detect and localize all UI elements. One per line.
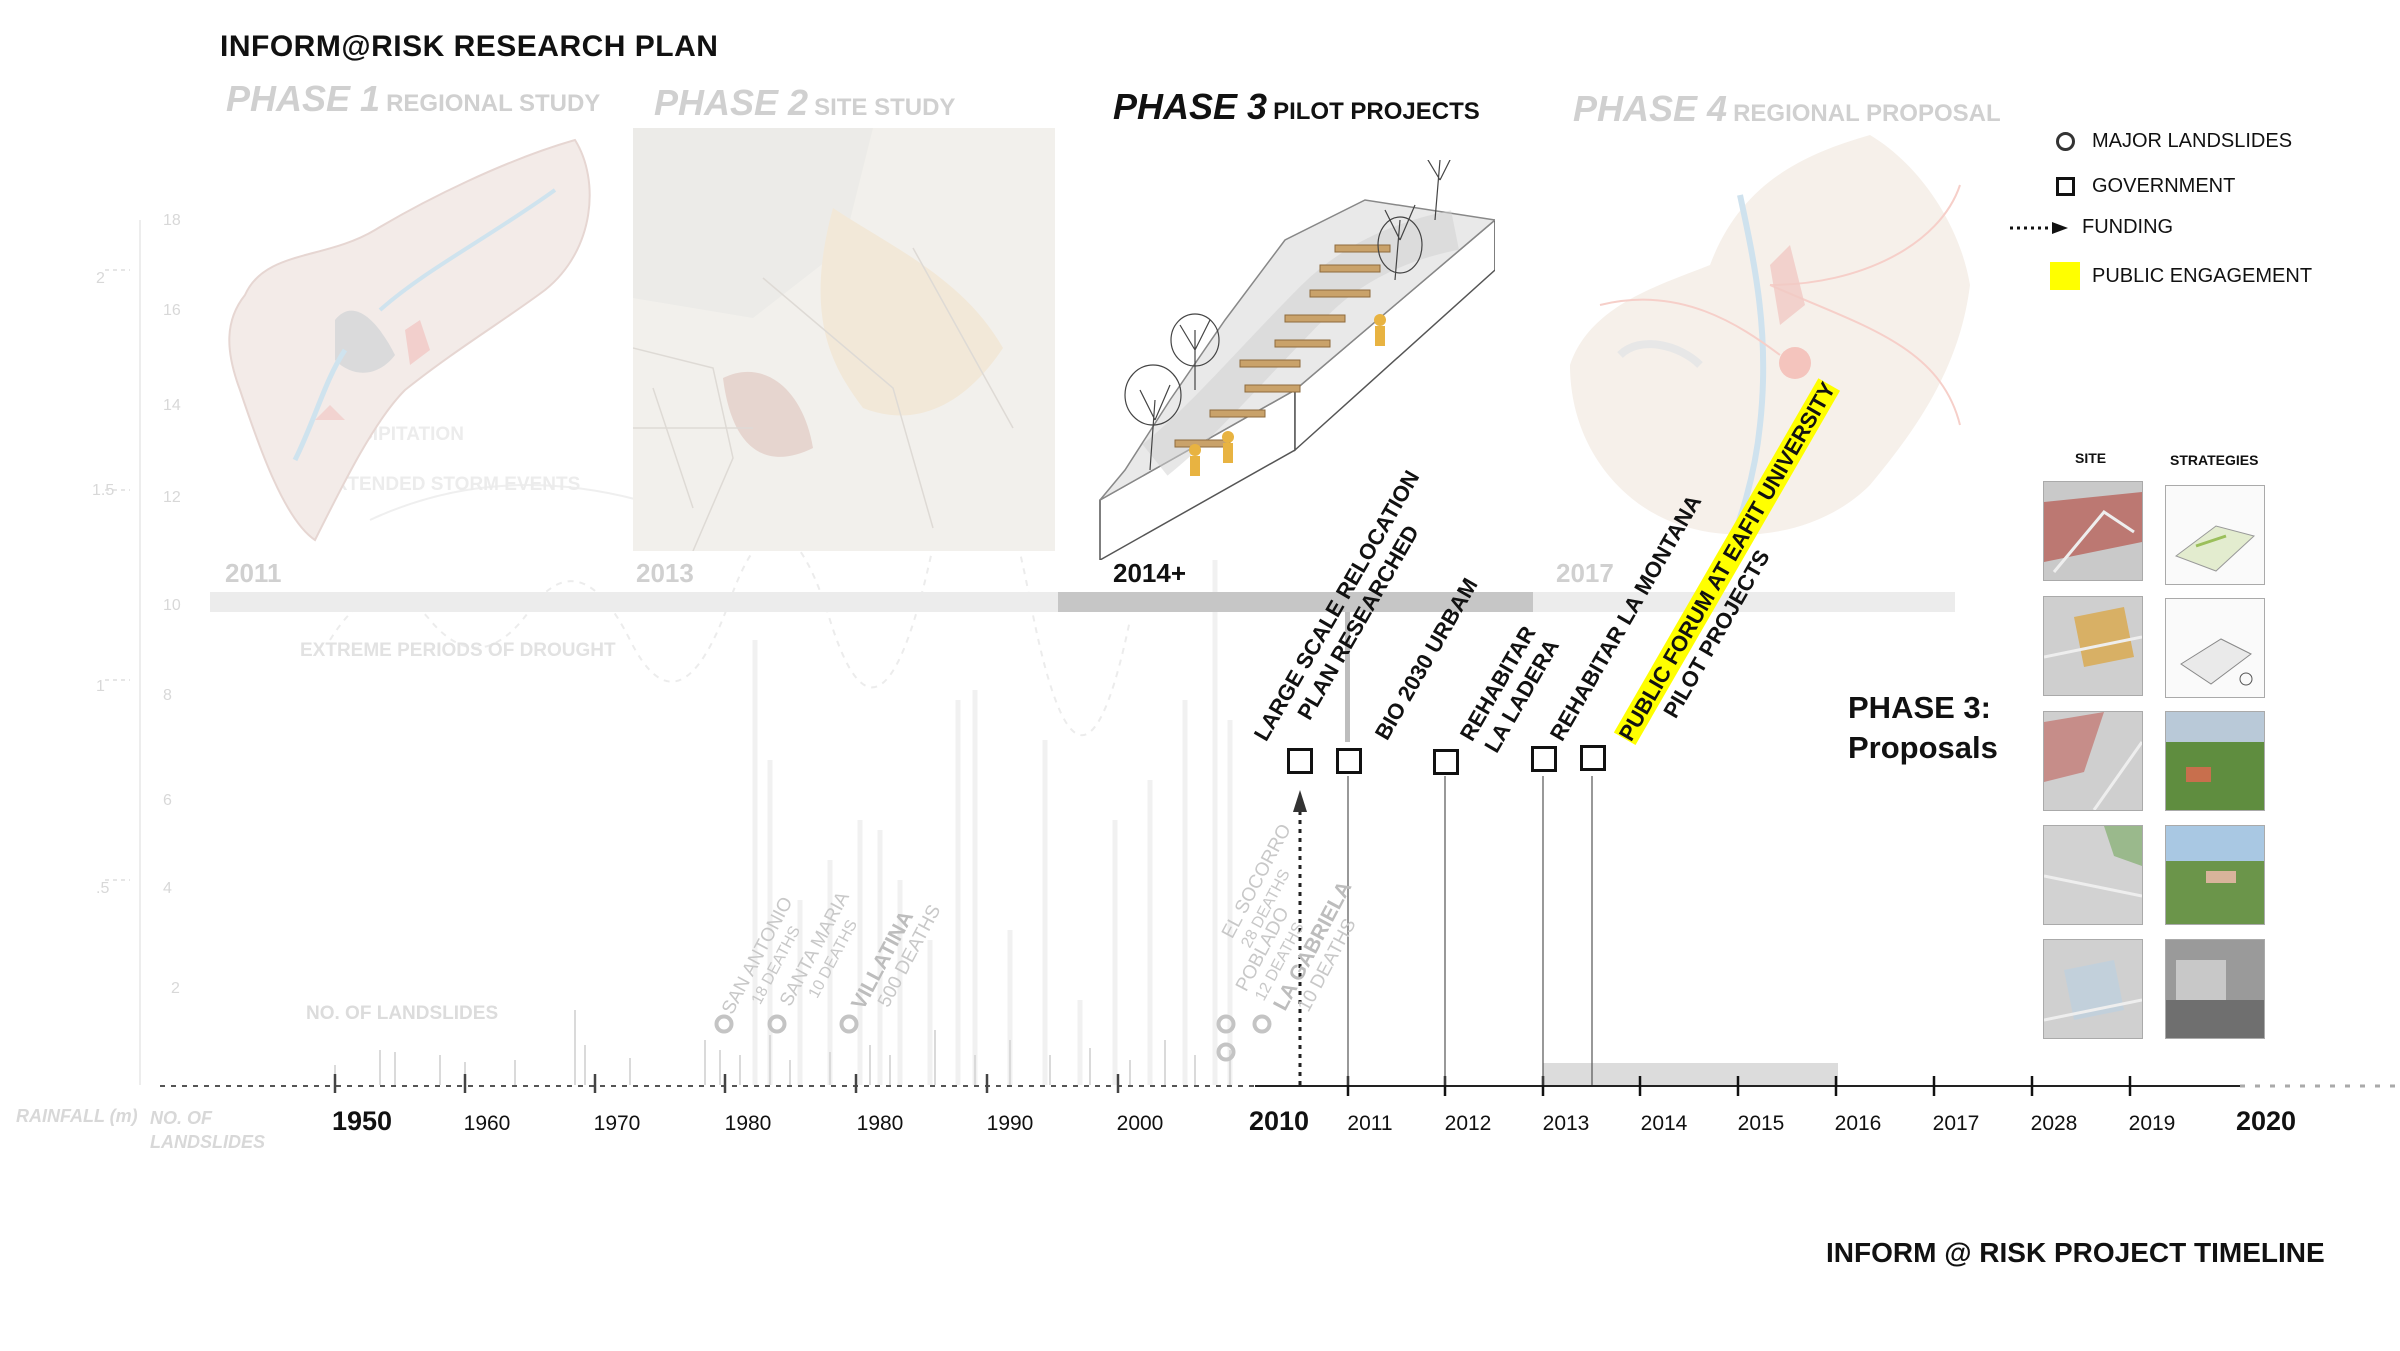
dotted-arrow-icon xyxy=(2010,221,2070,235)
phase-2-heading: PHASE 2 SITE STUDY xyxy=(654,82,956,123)
site-thumbnail[interactable] xyxy=(2043,481,2143,581)
year-label: 2013 xyxy=(1542,1112,1590,1135)
legend-major-landslides: MAJOR LANDSLIDES xyxy=(2050,130,2292,153)
phase-bar-active xyxy=(1058,592,1533,612)
year-label: 2000 xyxy=(1116,1112,1164,1135)
phase-1-year: 2011 xyxy=(225,558,282,588)
government-marker[interactable] xyxy=(1336,748,1362,774)
phase-3-heading: PHASE 3 PILOT PROJECTS xyxy=(1113,86,1480,127)
year-label: 2011 xyxy=(1347,1112,1393,1135)
phase-3-year: 2014+ xyxy=(1113,558,1187,588)
phase-3-pilot-illustration xyxy=(1099,160,1495,560)
site-thumbnail[interactable] xyxy=(2043,596,2143,696)
government-marker[interactable] xyxy=(1580,745,1606,771)
label-storm-events: EXTENDED STORM EVENTS xyxy=(322,474,581,495)
year-label: 2019 xyxy=(2128,1112,2176,1135)
government-marker[interactable] xyxy=(1531,746,1557,772)
axis-caption-rainfall: RAINFALL (m) xyxy=(16,1106,138,1126)
government-marker[interactable] xyxy=(1287,748,1313,774)
timeline-title: INFORM @ RISK PROJECT TIMELINE xyxy=(1826,1237,2325,1268)
column-label-site: SITE xyxy=(2075,450,2107,466)
year-label: 2028 xyxy=(2030,1112,2078,1135)
label-drought: EXTREME PERIODS OF DROUGHT xyxy=(300,640,616,661)
year-label: 2020 xyxy=(2235,1106,2297,1136)
strategy-thumbnail[interactable] xyxy=(2165,485,2265,585)
phase-connector xyxy=(1345,612,1350,742)
year-label: 2014 xyxy=(1640,1112,1688,1135)
year-label: 1950 xyxy=(331,1106,393,1136)
phase-2-year: 2013 xyxy=(636,558,694,588)
year-label: 1990 xyxy=(986,1112,1034,1135)
yellow-swatch xyxy=(2050,262,2080,290)
year-label: 2015 xyxy=(1737,1112,1785,1135)
year-label: 1970 xyxy=(593,1112,641,1135)
label-no-landslides: NO. OF LANDSLIDES xyxy=(306,1003,499,1024)
phase-4-heading: PHASE 4 REGIONAL PROPOSAL xyxy=(1573,88,2001,129)
square-icon xyxy=(2050,177,2080,196)
strategy-thumbnail[interactable] xyxy=(2165,711,2265,811)
phase-2-site-map xyxy=(633,128,1055,551)
legend-funding: FUNDING xyxy=(2010,216,2173,239)
strategy-thumbnail[interactable] xyxy=(2165,939,2265,1039)
landslide-markers xyxy=(714,1014,1272,1062)
strategy-thumbnail[interactable] xyxy=(2165,598,2265,698)
year-label: 2010 xyxy=(1248,1106,1310,1136)
column-label-strategies: STRATEGIES xyxy=(2170,452,2259,468)
phase-4-year: 2017 xyxy=(1556,558,1614,588)
page-title: INFORM@RISK RESEARCH PLAN xyxy=(220,30,719,63)
year-label: 2017 xyxy=(1932,1112,1980,1135)
axis-caption-landslides: NO. OF LANDSLIDES xyxy=(150,1108,266,1152)
year-label: 2016 xyxy=(1834,1112,1882,1135)
government-marker[interactable] xyxy=(1433,749,1459,775)
phase-1-heading: PHASE 1 REGIONAL STUDY xyxy=(226,78,601,119)
strategy-thumbnail[interactable] xyxy=(2165,825,2265,925)
legend-government: GOVERNMENT xyxy=(2050,175,2235,198)
site-thumbnail[interactable] xyxy=(2043,711,2143,811)
year-label: 2012 xyxy=(1444,1112,1492,1135)
year-label: 1980 xyxy=(724,1112,772,1135)
legend-public-engagement: PUBLIC ENGAGEMENT xyxy=(2050,262,2312,290)
phase-3-proposals-title: PHASE 3: Proposals xyxy=(1848,690,1998,765)
phase-1-regional-map xyxy=(228,138,591,542)
circle-icon xyxy=(2050,132,2080,151)
site-thumbnail[interactable] xyxy=(2043,825,2143,925)
year-label: 1960 xyxy=(463,1112,511,1135)
year-label: 1980 xyxy=(856,1112,904,1135)
site-thumbnail[interactable] xyxy=(2043,939,2143,1039)
